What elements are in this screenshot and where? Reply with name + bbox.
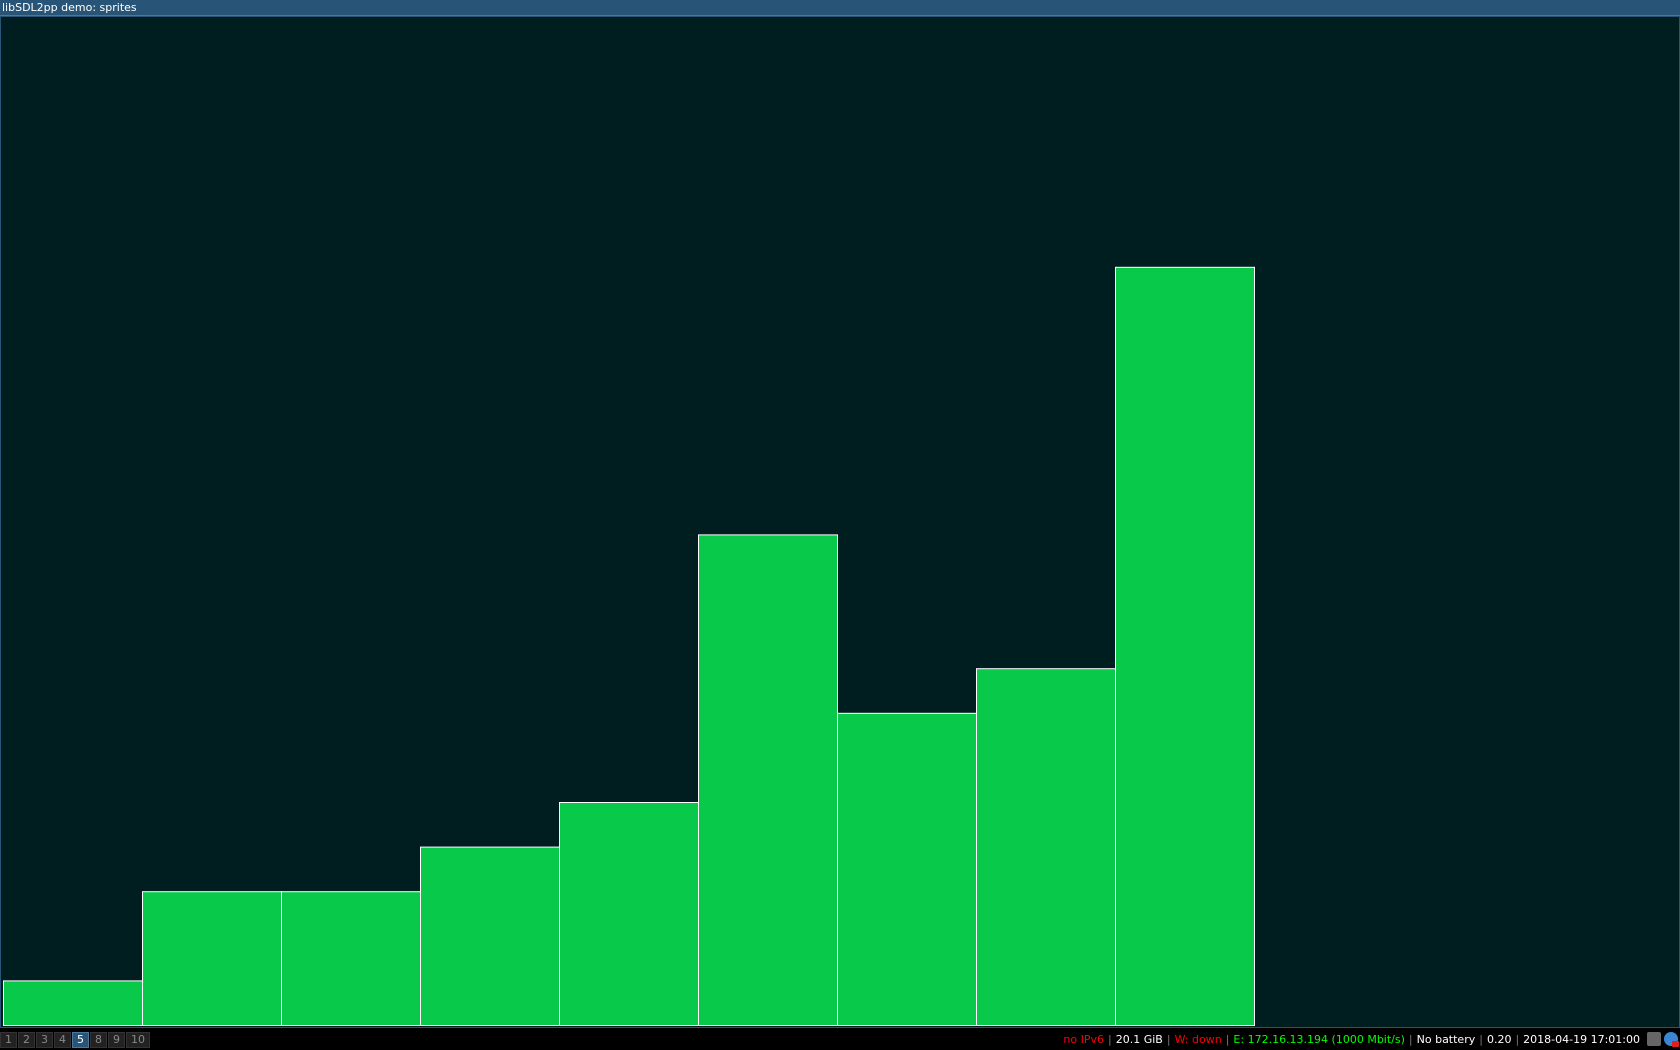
window-title: libSDL2pp demo: sprites bbox=[2, 1, 137, 14]
status-separator: | bbox=[1225, 1033, 1230, 1046]
status-disk: 20.1 GiB bbox=[1115, 1033, 1163, 1046]
workspace-button-8[interactable]: 8 bbox=[90, 1032, 107, 1048]
workspace-button-10[interactable]: 10 bbox=[126, 1032, 150, 1048]
sdl-canvas[interactable] bbox=[0, 16, 1680, 1028]
workspace-button-9[interactable]: 9 bbox=[108, 1032, 125, 1048]
status-separator: | bbox=[1108, 1033, 1112, 1046]
bar-5 bbox=[559, 802, 699, 1026]
status-separator: | bbox=[1479, 1033, 1483, 1046]
workspace-button-1[interactable]: 1 bbox=[0, 1032, 17, 1048]
status-ethernet: E: 172.16.13.194 (1000 Mbit/s) bbox=[1233, 1033, 1405, 1046]
status-wifi: W: down bbox=[1174, 1033, 1222, 1046]
workspace-button-2[interactable]: 2 bbox=[18, 1032, 35, 1048]
bar-6 bbox=[698, 534, 838, 1027]
sprites-bars bbox=[3, 266, 1255, 1027]
workspace-button-3[interactable]: 3 bbox=[36, 1032, 53, 1048]
status-separator: | bbox=[1515, 1033, 1520, 1046]
system-tray bbox=[1647, 1032, 1679, 1047]
status-load: 0.20 bbox=[1486, 1033, 1512, 1046]
status-line: no IPv6 | 20.1 GiB | W: down | E: 172.16.13.19… bbox=[1063, 1029, 1640, 1050]
workspace-button-5[interactable]: 5 bbox=[72, 1032, 89, 1048]
status-battery: No battery bbox=[1416, 1033, 1476, 1046]
robot-icon[interactable] bbox=[1647, 1032, 1661, 1046]
bar-9 bbox=[1115, 266, 1255, 1027]
bar-1 bbox=[3, 980, 143, 1027]
status-datetime: 2018-04-19 17:01:00 bbox=[1523, 1033, 1640, 1046]
status-ipv6: no IPv6 bbox=[1063, 1033, 1105, 1046]
status-separator: | bbox=[1408, 1033, 1413, 1046]
status-separator: | bbox=[1166, 1033, 1171, 1046]
window-titlebar[interactable]: libSDL2pp demo: sprites bbox=[0, 0, 1680, 16]
bar-7 bbox=[837, 712, 977, 1026]
bar-4 bbox=[420, 846, 560, 1026]
network-icon[interactable] bbox=[1664, 1032, 1679, 1047]
workspace-button-4[interactable]: 4 bbox=[54, 1032, 71, 1048]
bar-3 bbox=[281, 891, 421, 1027]
workspace-list: 1 2 3 4 5 8 9 10 bbox=[0, 1032, 150, 1048]
status-bar: 1 2 3 4 5 8 9 10 no IPv6 | 20.1 GiB | W: down | E: 17… bbox=[0, 1029, 1680, 1050]
bar-2 bbox=[142, 891, 282, 1027]
bar-8 bbox=[976, 668, 1116, 1026]
